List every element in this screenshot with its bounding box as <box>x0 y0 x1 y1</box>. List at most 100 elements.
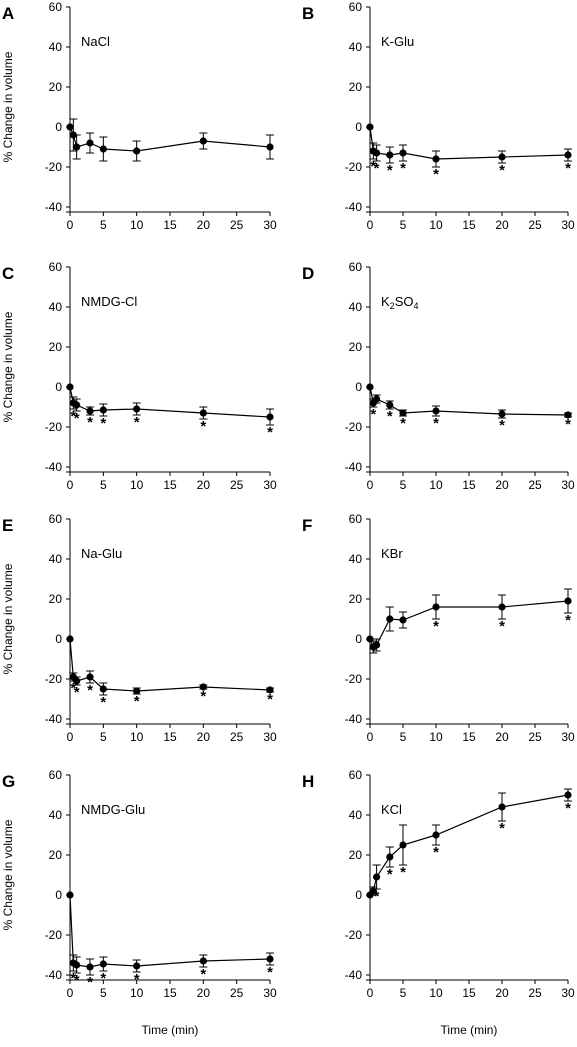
x-tick-label: 15 <box>163 986 177 1000</box>
x-tick-label: 25 <box>528 218 542 232</box>
y-tick-label: 20 <box>49 592 63 606</box>
significance-star: * <box>387 408 393 425</box>
y-tick-label: 40 <box>49 808 63 822</box>
significance-star: * <box>499 820 505 837</box>
y-tick-label: 60 <box>349 260 363 274</box>
data-point <box>266 686 274 694</box>
data-point <box>99 406 107 414</box>
x-tick-label: 10 <box>130 986 144 1000</box>
data-point <box>386 853 394 861</box>
y-tick-label: 0 <box>355 380 362 394</box>
y-tick-label: 60 <box>49 260 63 274</box>
y-tick-label: -40 <box>45 712 63 726</box>
condition-label-part: SO <box>395 294 414 309</box>
x-tick-label: 0 <box>367 478 374 492</box>
series-line <box>369 386 569 416</box>
panel-a: -40 -20 0 20 40 60 0 5 10 15 20 25 30 A NaCl % Change i… <box>1 0 277 232</box>
data-point <box>266 413 274 421</box>
x-tick-label: 25 <box>230 478 244 492</box>
condition-label-part: 4 <box>413 301 418 311</box>
y-tick-label: 0 <box>355 120 362 134</box>
data-point <box>399 841 407 849</box>
y-tick-label: 0 <box>55 380 62 394</box>
data-point <box>564 597 572 605</box>
y-tick-label: 60 <box>49 512 63 526</box>
significance-star: * <box>565 800 571 817</box>
x-tick-label: 5 <box>400 986 407 1000</box>
data-point <box>133 687 141 695</box>
condition-label: KBr <box>381 546 403 561</box>
significance-star: * <box>74 410 80 427</box>
data-point <box>373 641 381 649</box>
data-point <box>86 407 94 415</box>
x-tick-label: 15 <box>462 986 476 1000</box>
data-point <box>498 803 506 811</box>
x-tick-label: 30 <box>561 730 575 744</box>
data-point <box>133 405 141 413</box>
x-tick-label: 30 <box>263 218 277 232</box>
significance-star: * <box>387 866 393 883</box>
data-point <box>66 891 74 899</box>
significance-star: * <box>433 415 439 432</box>
y-tick-label: -40 <box>345 460 363 474</box>
x-axis-title: Time (min) <box>142 1023 199 1037</box>
significance-star: * <box>70 970 76 987</box>
series-line <box>69 386 271 418</box>
x-tick-label: 30 <box>263 986 277 1000</box>
data-point <box>266 143 274 151</box>
significance-star: * <box>100 970 106 987</box>
x-tick-label: 0 <box>67 218 74 232</box>
x-tick-label: 10 <box>429 478 443 492</box>
significance-star: * <box>499 162 505 179</box>
data-point <box>432 831 440 839</box>
x-tick-label: 20 <box>197 478 211 492</box>
x-axis-title: Time (min) <box>441 1023 498 1037</box>
x-tick-label: 15 <box>163 730 177 744</box>
x-tick-label: 20 <box>495 478 509 492</box>
condition-label: Na-Glu <box>81 546 122 561</box>
x-tick-label: 25 <box>528 986 542 1000</box>
x-tick-label: 20 <box>495 986 509 1000</box>
x-tick-label: 15 <box>462 730 476 744</box>
significance-star: * <box>400 160 406 177</box>
panel-g: -40 -20 0 20 40 60 0 5 10 15 20 25 30 G NMDG-Glu % Chan… <box>1 768 277 1037</box>
data-point <box>133 962 141 970</box>
data-point <box>498 603 506 611</box>
data-point <box>366 635 374 643</box>
x-tick-label: 30 <box>263 478 277 492</box>
significance-star: * <box>100 415 106 432</box>
data-point <box>199 957 207 965</box>
x-tick-label: 10 <box>429 986 443 1000</box>
data-point <box>73 961 81 969</box>
y-tick-label: -20 <box>345 420 363 434</box>
data-point <box>373 149 381 157</box>
x-tick-label: 30 <box>561 986 575 1000</box>
y-tick-label: 0 <box>55 888 62 902</box>
series-line <box>69 894 271 968</box>
significance-star: * <box>74 972 80 989</box>
y-tick-label: -20 <box>345 928 363 942</box>
x-tick-label: 20 <box>197 986 211 1000</box>
panel-h: -40 -20 0 20 40 60 0 5 10 15 20 25 30 H KCl Time (min) *… <box>302 768 575 1037</box>
x-tick-label: 5 <box>100 218 107 232</box>
y-axis-title: % Change in volume <box>1 311 15 422</box>
x-tick-label: 25 <box>230 218 244 232</box>
y-axis-title: % Change in volume <box>1 819 15 930</box>
data-point <box>133 147 141 155</box>
data-point <box>399 616 407 624</box>
data-point <box>432 603 440 611</box>
y-tick-label: -40 <box>345 200 363 214</box>
significance-star: * <box>374 160 380 177</box>
data-point <box>99 960 107 968</box>
data-point <box>86 963 94 971</box>
significance-star: * <box>200 418 206 435</box>
significance-star: * <box>370 158 376 175</box>
data-point <box>373 395 381 403</box>
series-line <box>69 126 271 152</box>
condition-label: K2SO4 <box>381 294 419 311</box>
y-tick-label: 20 <box>349 848 363 862</box>
y-tick-label: 60 <box>349 0 363 14</box>
significance-star: * <box>370 406 376 423</box>
